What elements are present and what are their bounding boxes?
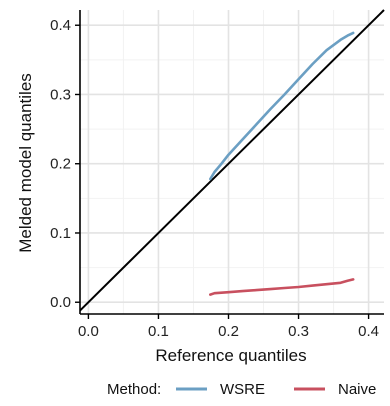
grid [80, 10, 384, 314]
y-tick-label: 0.3 [50, 86, 71, 103]
reference-line [79, 9, 385, 312]
legend-label-wsre: WSRE [220, 381, 265, 398]
series-line-naive [209, 278, 355, 296]
series-layer [209, 31, 355, 296]
x-tick-label: 0.3 [288, 323, 309, 340]
legend-title: Method: [107, 381, 161, 398]
x-tick-label: 0.1 [148, 323, 169, 340]
y-tick-label: 0.4 [50, 17, 71, 34]
y-ticks: 0.0 0.1 0.2 0.3 0.4 [50, 17, 80, 311]
reference-line-layer [79, 9, 385, 312]
legend: Method: WSRE Naive [107, 381, 376, 398]
series-line-wsre [209, 31, 355, 181]
y-tick-label: 0.0 [50, 294, 71, 311]
legend-label-naive: Naive [338, 381, 376, 398]
y-tick-label: 0.1 [50, 225, 71, 242]
y-tick-label: 0.2 [50, 156, 71, 173]
x-ticks: 0.0 0.1 0.2 0.3 0.4 [78, 314, 379, 340]
axes [79, 10, 384, 315]
x-tick-label: 0.4 [358, 323, 379, 340]
x-axis-title: Reference quantiles [155, 346, 306, 365]
x-tick-label: 0.0 [78, 323, 99, 340]
y-axis-title: Melded model quantiles [16, 73, 35, 253]
x-tick-label: 0.2 [218, 323, 239, 340]
